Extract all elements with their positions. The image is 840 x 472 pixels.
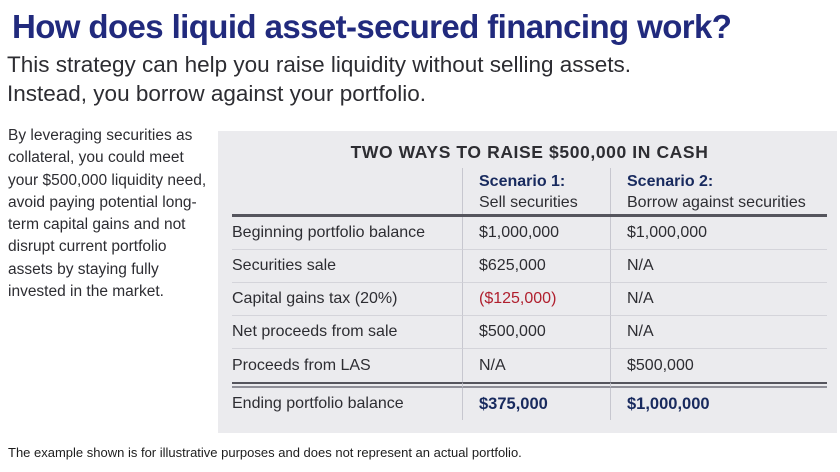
comparison-panel: TWO WAYS TO RAISE $500,000 IN CASH Scena… bbox=[218, 131, 837, 433]
row-label: Beginning portfolio balance bbox=[232, 217, 462, 250]
subtitle-line-1: This strategy can help you raise liquidi… bbox=[7, 52, 632, 77]
row-scenario1-value: N/A bbox=[462, 349, 610, 382]
column-header-scenario1: Scenario 1: Sell securities bbox=[462, 168, 610, 214]
total-separator bbox=[232, 382, 462, 388]
header-spacer bbox=[232, 168, 462, 214]
total-separator bbox=[610, 382, 827, 388]
header-separator bbox=[232, 214, 827, 217]
row-scenario1-value-negative: ($125,000) bbox=[462, 283, 610, 316]
scenario2-sublabel: Borrow against securities bbox=[627, 194, 806, 211]
total-row-label: Ending portfolio balance bbox=[232, 395, 404, 412]
row-scenario1-value: $500,000 bbox=[462, 316, 610, 349]
row-scenario2-value: $500,000 bbox=[610, 349, 827, 382]
total-scenario2-value: $1,000,000 bbox=[610, 388, 827, 420]
subtitle-line-2: Instead, you borrow against your portfol… bbox=[7, 80, 426, 106]
row-scenario1-value: $625,000 bbox=[462, 250, 610, 283]
comparison-table: Scenario 1: Sell securities Scenario 2: … bbox=[232, 168, 827, 420]
column-header-scenario2: Scenario 2: Borrow against securities bbox=[610, 168, 827, 214]
row-label: Securities sale bbox=[232, 250, 462, 283]
row-label: Proceeds from LAS bbox=[232, 356, 371, 374]
page-subtitle: This strategy can help you raise liquidi… bbox=[7, 51, 807, 108]
row-scenario2-value: N/A bbox=[610, 250, 827, 283]
row-scenario2-value: N/A bbox=[610, 283, 827, 316]
row-label: Capital gains tax (20%) bbox=[232, 283, 462, 316]
row-label: Net proceeds from sale bbox=[232, 316, 462, 349]
scenario1-sublabel: Sell securities bbox=[479, 194, 578, 211]
total-scenario1-value: $375,000 bbox=[462, 388, 610, 420]
row-scenario2-value: N/A bbox=[610, 316, 827, 349]
total-separator bbox=[462, 382, 610, 388]
page-title: How does liquid asset-secured financing … bbox=[12, 8, 732, 45]
row-scenario2-value: $1,000,000 bbox=[610, 217, 827, 250]
row-scenario1-value: $1,000,000 bbox=[462, 217, 610, 250]
scenario1-label: Scenario 1: bbox=[479, 173, 566, 190]
scenario2-label: Scenario 2: bbox=[627, 173, 714, 190]
table-title: TWO WAYS TO RAISE $500,000 IN CASH bbox=[350, 142, 709, 162]
disclaimer-footnote: The example shown is for illustrative pu… bbox=[8, 445, 522, 460]
explanation-note: By leveraging securities as collateral, … bbox=[8, 127, 207, 301]
